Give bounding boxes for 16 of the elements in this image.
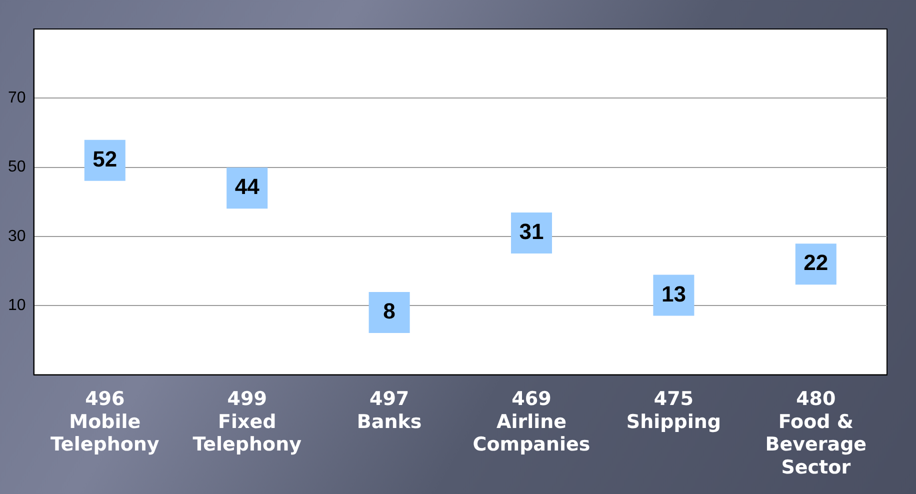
data-label: 52 xyxy=(92,146,118,172)
y-tick-label: 70 xyxy=(8,90,26,107)
y-tick-label: 50 xyxy=(8,158,26,176)
data-label: 8 xyxy=(383,298,396,324)
x-tick-label: 480 Food & Beverage Sector xyxy=(765,388,867,479)
x-tick-label: 496 Mobile Telephony xyxy=(50,388,160,456)
data-label: 31 xyxy=(519,219,544,244)
y-tick-label: 30 xyxy=(8,228,26,245)
x-tick-label: 497 Banks xyxy=(356,388,422,433)
x-tick-label: 499 Fixed Telephony xyxy=(192,388,302,456)
data-label: 13 xyxy=(661,281,686,306)
data-label: 44 xyxy=(234,174,260,200)
y-tick-label: 10 xyxy=(8,297,26,314)
x-tick-label: 475 Shipping xyxy=(626,388,721,433)
x-tick-label: 469 Airline Companies xyxy=(472,388,590,456)
data-label: 22 xyxy=(804,250,828,276)
